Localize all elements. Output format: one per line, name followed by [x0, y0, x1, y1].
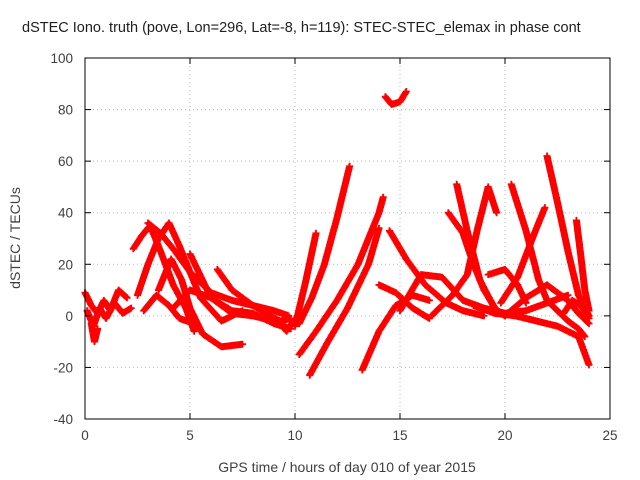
series-29	[543, 152, 593, 320]
series-16-markers	[358, 291, 433, 374]
series-12-markers	[291, 229, 320, 330]
x-tick-label: 15	[392, 428, 407, 443]
chart-title: dSTEC Iono. truth (pove, Lon=296, Lat=-8…	[22, 20, 581, 36]
series-7-markers	[140, 291, 198, 328]
series-14	[295, 193, 387, 358]
series-18	[381, 88, 410, 108]
x-tick-label: 5	[186, 428, 194, 443]
series-2	[87, 320, 102, 346]
y-tick-label: 20	[58, 257, 73, 272]
x-tick-label: 0	[81, 428, 89, 443]
x-tick-label: 25	[602, 428, 617, 443]
series-29-markers	[543, 152, 593, 320]
series-27-markers	[470, 302, 593, 369]
grid-lines	[85, 58, 610, 419]
series-13-markers	[295, 162, 354, 328]
series-16	[358, 291, 433, 374]
series-15	[306, 224, 383, 379]
series-30-markers	[560, 296, 593, 322]
axis-ticks: 0 5 10 15 20 25 100 80 60 40 20 0 -20 -40	[50, 51, 617, 443]
series-13	[295, 162, 354, 328]
y-tick-label: 40	[58, 206, 73, 221]
series-10	[213, 265, 295, 325]
series-23	[453, 180, 509, 320]
series-31	[572, 216, 593, 315]
series-18-markers	[381, 88, 410, 108]
x-tick-label: 10	[287, 428, 302, 443]
x-axis-label: GPS time / hours of day 010 of year 2015	[218, 459, 476, 475]
series-23-markers	[453, 180, 509, 320]
series-31-markers	[572, 216, 593, 315]
x-tick-label: 20	[497, 428, 512, 443]
y-tick-label: -20	[53, 360, 73, 375]
series-28	[497, 204, 549, 307]
series-14-markers	[295, 193, 387, 358]
series-28-markers	[497, 204, 549, 307]
plot-frame	[84, 57, 611, 420]
y-tick-label: 0	[65, 309, 73, 324]
series-27	[470, 302, 593, 369]
series-15-markers	[306, 224, 383, 379]
series-30	[560, 296, 593, 322]
y-tick-label: 60	[58, 154, 73, 169]
series-12	[291, 229, 320, 330]
series-10-markers	[213, 265, 295, 325]
y-axis-label: dSTEC / TECUs	[7, 187, 23, 289]
y-tick-label: -40	[53, 412, 73, 427]
y-tick-label: 80	[58, 103, 73, 118]
y-tick-label: 100	[50, 51, 73, 66]
series-7	[140, 291, 198, 328]
series-2-markers	[87, 320, 102, 346]
data-points	[81, 88, 593, 379]
